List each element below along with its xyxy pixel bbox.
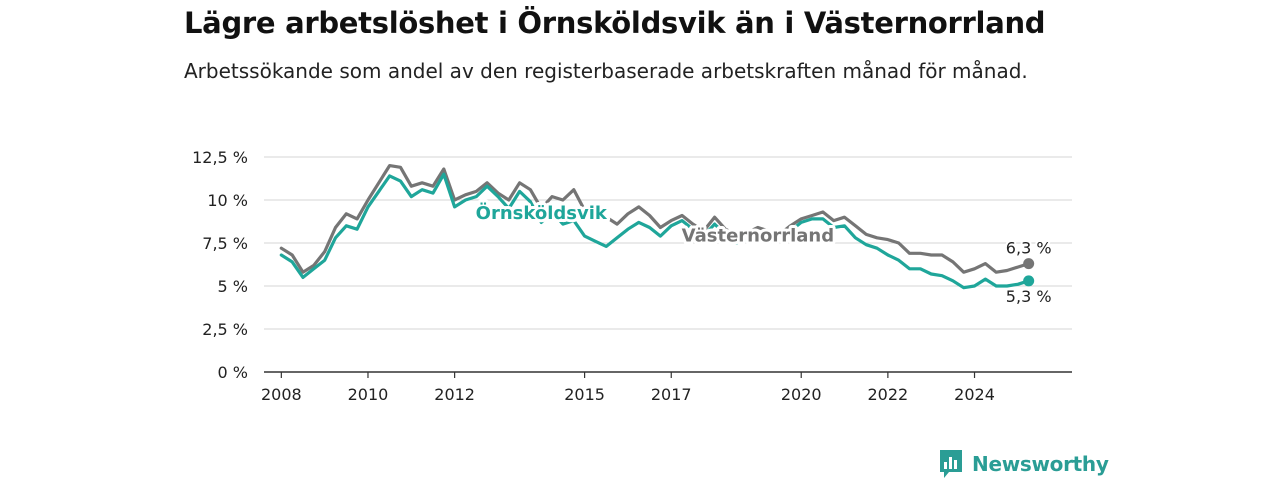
series-end-point — [1023, 258, 1035, 270]
newsworthy-logo-icon — [940, 450, 962, 478]
brand-name: Newsworthy — [972, 452, 1109, 476]
axes: 0 % 2,5 % 5 % 7,5 % 10 % 12,5 % 2008 2010 2012 20… — [192, 148, 1072, 404]
y-tick-label: 0 % — [218, 363, 248, 382]
series-lines — [279, 164, 1035, 290]
y-tick-label: 2,5 % — [202, 320, 248, 339]
end-value-label: 6,3 % — [1006, 239, 1052, 258]
y-tick-label: 5 % — [218, 277, 248, 296]
series-name-label: Västernorrland — [682, 225, 834, 246]
gridlines — [264, 156, 1072, 330]
newsworthy-logo[interactable]: Newsworthy — [938, 449, 1109, 479]
x-tick-label: 2010 — [348, 385, 389, 404]
y-tick-label: 10 % — [207, 191, 248, 210]
x-tick-label: 2020 — [781, 385, 822, 404]
y-tick-label: 7,5 % — [202, 234, 248, 253]
x-tick-label: 2012 — [434, 385, 475, 404]
chart-title: Lägre arbetslöshet i Örnsköldsvik än i V… — [184, 6, 1046, 40]
chart-subtitle: Arbetssökande som andel av den registerb… — [184, 59, 1028, 83]
x-tick-label: 2015 — [564, 385, 605, 404]
series-line — [279, 164, 1031, 274]
x-tick-label: 2008 — [261, 385, 302, 404]
y-tick-label: 12,5 % — [192, 148, 248, 167]
end-value-label: 5,3 % — [1006, 287, 1052, 306]
x-tick-label: 2024 — [954, 385, 995, 404]
series-line — [279, 172, 1031, 290]
x-tick-label: 2017 — [651, 385, 692, 404]
series-name-label: Örnsköldsvik — [476, 202, 608, 224]
labels: 6,3 % 5,3 % Örnsköldsvik Västernorrland — [473, 199, 1054, 308]
x-tick-label: 2022 — [868, 385, 909, 404]
series-end-point — [1023, 275, 1035, 287]
